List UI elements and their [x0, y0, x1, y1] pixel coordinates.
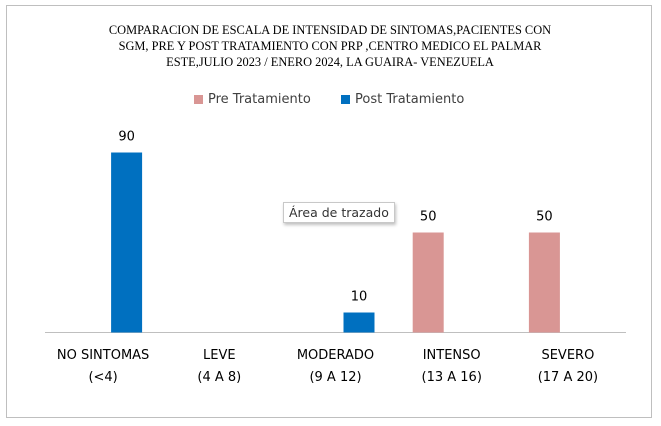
- bar-post-tratamiento-moderado[interactable]: [343, 312, 375, 333]
- bar-post-tratamiento-no-sintomas[interactable]: [111, 152, 143, 333]
- bars-group: [111, 152, 560, 333]
- category-label-moderado: MODERADO: [297, 348, 374, 363]
- category-label-moderado-range: (9 A 12): [309, 370, 361, 385]
- category-labels-group: NO SINTOMAS (<4) LEVE (4 A 8) MODERADO (9 A 1…: [57, 348, 598, 385]
- legend-label-pre-tratamiento: Pre Tratamiento: [208, 92, 311, 107]
- legend: Pre Tratamiento Post Tratamiento: [0, 92, 661, 110]
- category-label-severo-range: (17 A 20): [538, 370, 598, 385]
- legend-item-pre-tratamiento[interactable]: Pre Tratamiento: [194, 92, 311, 107]
- category-label-severo: SEVERO: [541, 348, 594, 363]
- plot-area-tooltip: Área de trazado: [283, 202, 395, 223]
- data-labels-group: 90 10 50 50: [118, 130, 552, 305]
- bar-pre-tratamiento-intenso[interactable]: [412, 232, 444, 333]
- chart-title-line-1: COMPARACION DE ESCALA DE INTENSIDAD DE S…: [108, 23, 552, 37]
- legend-swatch-pre-tratamiento: [194, 95, 203, 104]
- chart-title-line-3: ESTE,JULIO 2023 / ENERO 2024, LA GUAIRA-…: [166, 55, 494, 69]
- data-label-post-tratamiento-moderado: 10: [351, 290, 368, 305]
- legend-label-post-tratamiento: Post Tratamiento: [355, 92, 465, 107]
- category-label-leve-range: (4 A 8): [197, 370, 241, 385]
- data-label-pre-tratamiento-severo: 50: [536, 210, 553, 225]
- category-label-intenso: INTENSO: [423, 348, 481, 363]
- category-label-intenso-range: (13 A 16): [422, 370, 482, 385]
- category-label-no-sintomas-range: (<4): [88, 370, 117, 385]
- chart-title-line-2: SGM, PRE Y POST TRATAMIENTO CON PRP ,CEN…: [118, 39, 542, 53]
- data-label-pre-tratamiento-intenso: 50: [420, 210, 437, 225]
- data-label-post-tratamiento-no-sintomas: 90: [118, 130, 135, 145]
- category-label-leve: LEVE: [203, 348, 236, 363]
- bar-pre-tratamiento-severo[interactable]: [528, 232, 560, 333]
- category-label-no-sintomas: NO SINTOMAS: [57, 348, 149, 363]
- chart-title: COMPARACION DE ESCALA DE INTENSIDAD DE S…: [60, 22, 600, 70]
- legend-swatch-post-tratamiento: [341, 95, 350, 104]
- legend-item-post-tratamiento[interactable]: Post Tratamiento: [341, 92, 464, 107]
